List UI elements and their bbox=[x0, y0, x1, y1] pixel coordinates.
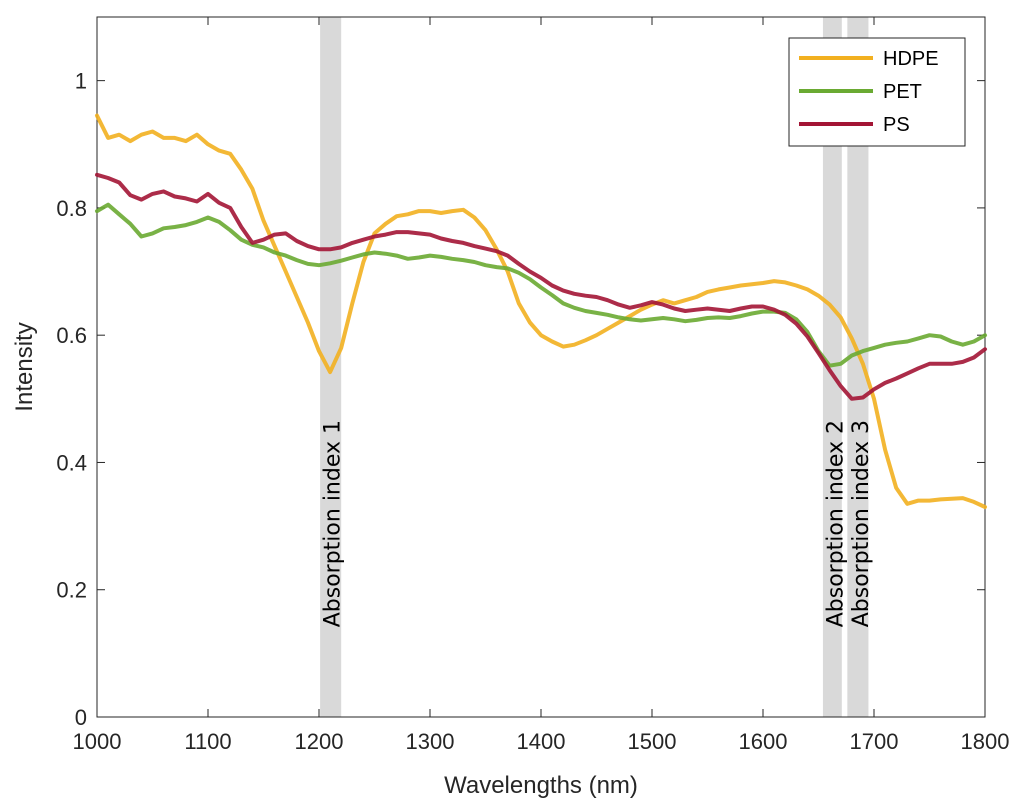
legend-label-ps: PS bbox=[883, 114, 910, 136]
y-axis-label: Intensity bbox=[11, 322, 38, 411]
x-tick-label: 1400 bbox=[517, 729, 566, 754]
x-tick-label: 1000 bbox=[73, 729, 122, 754]
x-tick-label: 1300 bbox=[406, 729, 455, 754]
x-tick-label: 1100 bbox=[184, 729, 231, 754]
y-tick-label: 0.6 bbox=[56, 323, 87, 348]
absorption-band-label-2: Absorption index 2 bbox=[823, 420, 848, 627]
x-tick-label: 1500 bbox=[628, 729, 677, 754]
x-tick-label: 1600 bbox=[739, 729, 788, 754]
x-axis-label: Wavelengths (nm) bbox=[444, 772, 638, 799]
x-tick-label: 1700 bbox=[850, 729, 899, 754]
legend: HDPE PET PS bbox=[788, 37, 966, 147]
series-lines bbox=[95, 113, 987, 509]
band-labels: Absorption index 1 Absorption index 2 Abso… bbox=[320, 420, 873, 627]
absorption-band-3 bbox=[847, 17, 869, 717]
y-tick-label: 0.4 bbox=[56, 450, 87, 475]
series-line-pet bbox=[95, 202, 987, 368]
y-tick-label: 1 bbox=[75, 69, 87, 94]
y-tick-label: 0.8 bbox=[56, 196, 87, 221]
y-tick-label: 0.2 bbox=[56, 578, 87, 603]
absorption-band-label-3: Absorption index 3 bbox=[849, 420, 874, 627]
absorption-band-label-1: Absorption index 1 bbox=[320, 420, 345, 627]
y-tick-label: 0 bbox=[75, 705, 87, 730]
legend-label-hdpe: HDPE bbox=[883, 48, 939, 70]
x-tick-label: 1800 bbox=[961, 729, 1010, 754]
x-tick-label: 1200 bbox=[295, 729, 344, 754]
absorption-bands bbox=[320, 17, 869, 717]
legend-label-pet: PET bbox=[883, 81, 922, 103]
series-line-hdpe bbox=[95, 113, 987, 509]
series-line-ps bbox=[95, 172, 987, 401]
axis-ticks: 1000 1100 1200 1300 1400 1500 1600 1700 1800 0 0.2… bbox=[56, 17, 1009, 754]
